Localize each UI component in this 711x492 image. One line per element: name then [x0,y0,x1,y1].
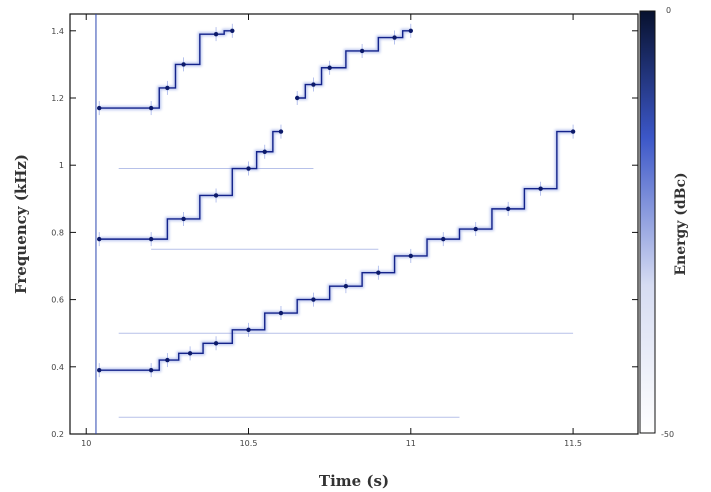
harmonic-point [148,367,154,373]
harmonic-point [165,357,170,363]
harmonic-point [408,28,413,33]
y-tick-label: 0.4 [51,363,64,372]
faint-harmonic-lines [118,168,574,418]
harmonic-point [311,82,316,87]
harmonic-point [181,62,186,67]
y-tick-label: 1.2 [51,94,64,103]
harmonic-point [278,129,284,134]
plot-area [69,13,639,435]
y-tick-label: 1.4 [51,27,64,36]
harmonic-point [376,270,381,275]
harmonic-point [148,105,154,111]
harmonic-point [343,283,349,289]
harmonic-line [99,130,574,371]
harmonic-point [165,85,170,91]
harmonic-point [392,35,397,40]
harmonic-point [473,226,478,232]
y-tick-label: 0.8 [51,228,64,237]
y-tick-label: 0.2 [51,430,64,439]
x-tick-label: 10 [81,439,91,448]
colorbar-top-label: 0 [666,6,671,15]
x-axis-label: Time (s) [319,472,389,490]
harmonic-point [311,297,316,302]
x-tick-label: 10.5 [240,439,258,448]
harmonic-point [262,149,267,154]
harmonic-point [213,193,219,198]
x-axis-ticks: 10 10.5 11 11.5 [81,14,582,448]
harmonic-point [213,341,219,346]
harmonic-point [505,206,511,212]
harmonic-point [359,48,365,54]
harmonic-point [408,253,413,259]
colorbar [639,10,656,434]
harmonic-point [441,236,446,242]
harmonic-point [295,95,300,101]
x-tick-label: 11.5 [564,439,582,448]
harmonic-point [187,351,193,356]
harmonic-point [327,65,332,70]
harmonic-line [297,30,411,99]
harmonic-point [278,310,284,316]
y-axis-ticks: 0.2 0.4 0.6 0.8 1 1.2 1.4 [51,27,638,439]
x-tick-label: 11 [406,439,416,448]
harmonic-point [97,367,102,373]
harmonic-point [570,129,576,134]
harmonic-point [97,105,102,111]
y-tick-label: 0.6 [51,296,64,305]
harmonic-line [99,30,233,109]
y-axis-label: Frequency (kHz) [12,154,30,294]
harmonic-tracks [97,23,576,378]
colorbar-title: Energy (dBc) [673,172,689,275]
harmonic-point [97,236,102,242]
y-tick-label: 1 [59,161,64,170]
harmonic-point [213,31,219,37]
harmonic-point [538,186,543,191]
harmonic-point [230,28,235,33]
harmonic-point [181,216,186,222]
harmonic-point [246,166,251,171]
colorbar-bottom-label: -50 [661,430,674,439]
harmonic-point [246,327,251,333]
harmonic-point [148,236,154,242]
